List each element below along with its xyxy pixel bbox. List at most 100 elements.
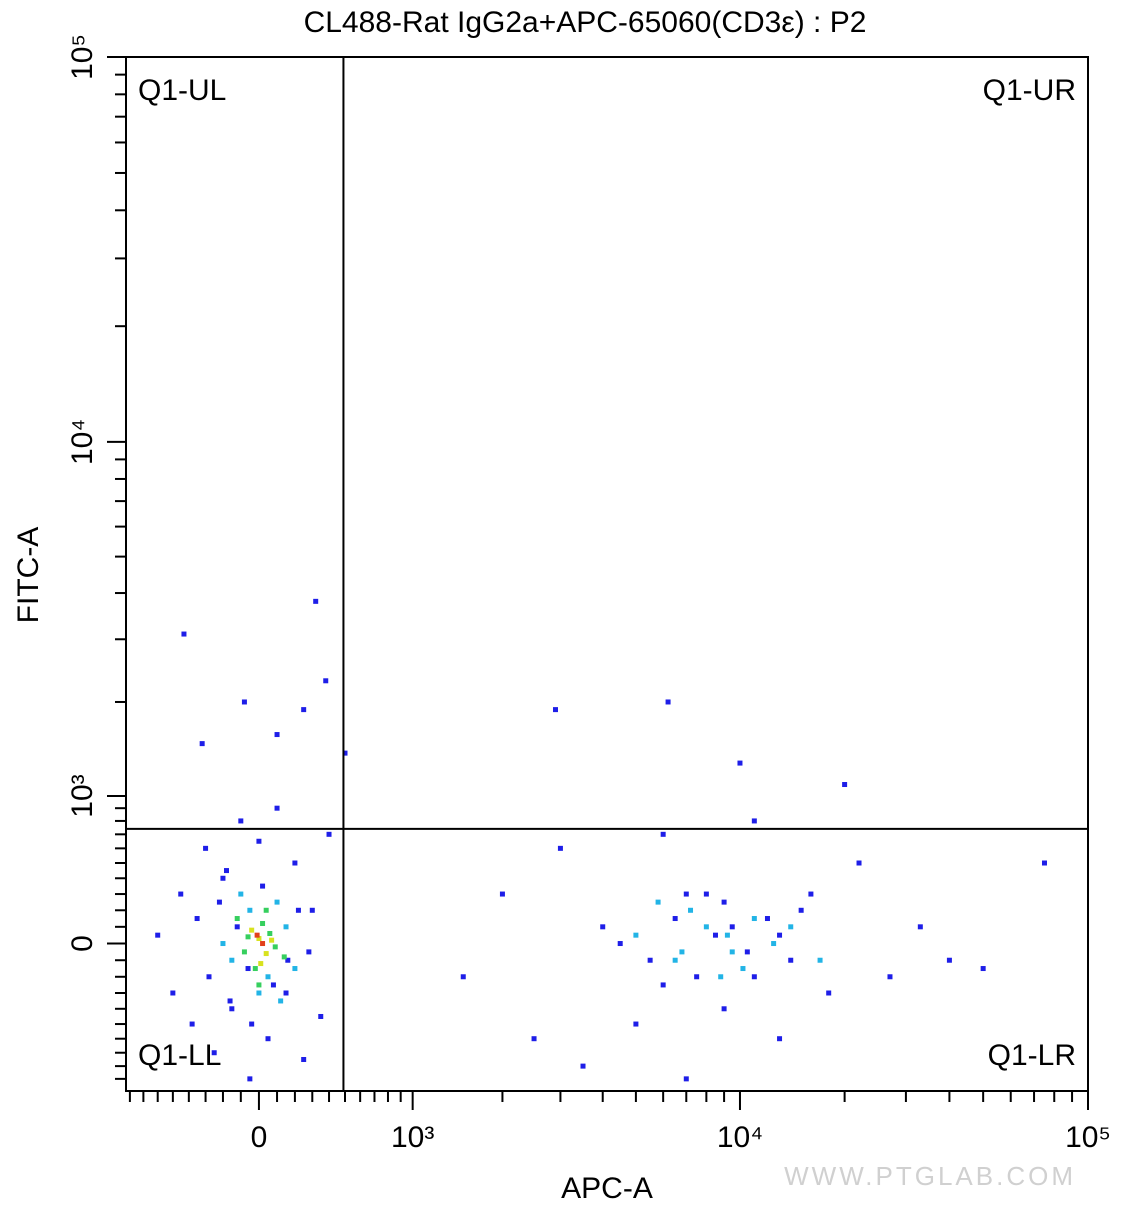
point [249, 1021, 255, 1027]
point [281, 954, 287, 960]
point [245, 934, 251, 940]
chart-title: CL488-Rat IgG2a+APC-65060(CD3ε) : P2 [304, 6, 867, 39]
point [283, 990, 289, 996]
point [342, 750, 348, 756]
point [688, 907, 694, 913]
point [203, 845, 209, 851]
point [318, 1013, 324, 1019]
point [764, 916, 770, 922]
y-tick-label: 0 [66, 935, 99, 952]
point [256, 838, 262, 844]
point [460, 974, 466, 980]
point [665, 699, 671, 705]
point [155, 932, 161, 938]
point [552, 707, 558, 713]
point [679, 949, 685, 955]
point [260, 941, 266, 947]
point [660, 982, 666, 988]
point [234, 916, 240, 922]
point [826, 990, 832, 996]
point [178, 891, 184, 897]
point [788, 957, 794, 963]
point [247, 907, 253, 913]
point [256, 990, 262, 996]
y-tick-label: 10⁴ [66, 419, 99, 465]
quadrant-label: Q1-LL [138, 1039, 221, 1072]
point [580, 1063, 586, 1069]
point [694, 974, 700, 980]
point [724, 932, 730, 938]
point [600, 924, 606, 930]
point [808, 891, 814, 897]
point [817, 957, 823, 963]
point [980, 966, 986, 972]
point [777, 932, 783, 938]
point [721, 899, 727, 905]
quadrant-label: Q1-UR [983, 74, 1076, 107]
point [241, 699, 247, 705]
point [301, 1057, 307, 1063]
point [295, 907, 301, 913]
x-axis-label: APC-A [561, 1172, 653, 1205]
point [249, 927, 255, 933]
point [703, 924, 709, 930]
point [267, 930, 273, 936]
point [777, 1036, 783, 1042]
point [181, 631, 187, 637]
point [245, 966, 251, 972]
point [672, 957, 678, 963]
point [946, 957, 952, 963]
point [272, 944, 278, 950]
y-tick-label: 10³ [66, 774, 99, 817]
point [660, 831, 666, 837]
point [263, 951, 269, 957]
y-axis-label: FITC-A [12, 527, 45, 624]
point [254, 932, 260, 938]
point [263, 907, 269, 913]
point [238, 818, 244, 824]
point [229, 957, 235, 963]
point [199, 741, 205, 747]
point [655, 899, 661, 905]
point [265, 974, 271, 980]
point [499, 891, 505, 897]
y-tick-label: 10⁵ [66, 34, 99, 80]
point [247, 1076, 253, 1082]
point [211, 1050, 217, 1056]
point [306, 949, 312, 955]
point [274, 732, 280, 738]
point [258, 961, 264, 967]
point [887, 974, 893, 980]
point [256, 982, 262, 988]
point [220, 941, 226, 947]
point [744, 949, 750, 955]
point [557, 845, 563, 851]
point [216, 899, 222, 905]
point [229, 1006, 235, 1012]
point [241, 949, 247, 955]
point [729, 924, 735, 930]
point [647, 957, 653, 963]
point [238, 891, 244, 897]
point [194, 916, 200, 922]
point [260, 883, 266, 889]
point [729, 949, 735, 955]
quadrant-label: Q1-UL [138, 74, 226, 107]
point [856, 860, 862, 866]
point [751, 916, 757, 922]
point [721, 1006, 727, 1012]
point [278, 998, 284, 1004]
point [252, 966, 258, 972]
x-tick-label: 10⁵ [1065, 1121, 1111, 1154]
point [798, 907, 804, 913]
point [270, 982, 276, 988]
point [683, 1076, 689, 1082]
watermark: WWW.PTGLAB.COM [784, 1161, 1076, 1191]
point [788, 924, 794, 930]
point [712, 932, 718, 938]
point [170, 990, 176, 996]
point [223, 868, 229, 874]
point [283, 924, 289, 930]
